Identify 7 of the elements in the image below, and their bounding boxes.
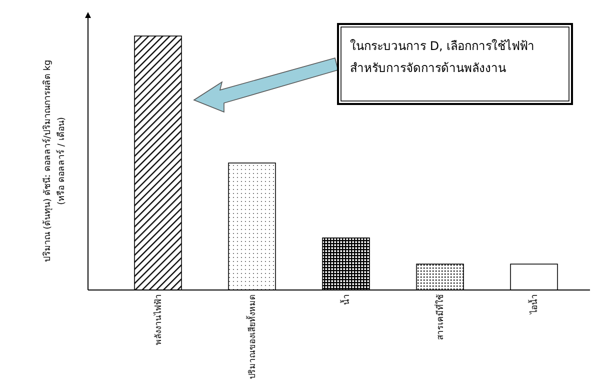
x-tick-label: ไอน้ำ — [528, 294, 540, 315]
annotation: ในกระบวนการ D, เลือกการใช้ไฟฟ้า สำหรับการจัดการด้านพลังงาน — [350, 39, 535, 75]
x-tick-label: พลังงานไฟฟ้า — [153, 294, 164, 345]
x-tick-label: น้ำ — [340, 294, 352, 305]
y-axis-title: ปริมาณ (ต้นทุน) ดัชนี: ดอลลาร์/ปริมาณการผลิต kg (หรือ ดอลลาร์ / เดือน) — [41, 60, 67, 262]
x-tick-label: สารเคมีที่ใช้ — [434, 294, 446, 340]
x-tick-label: ปริมาณของเสียทั้งหมด — [246, 294, 258, 379]
